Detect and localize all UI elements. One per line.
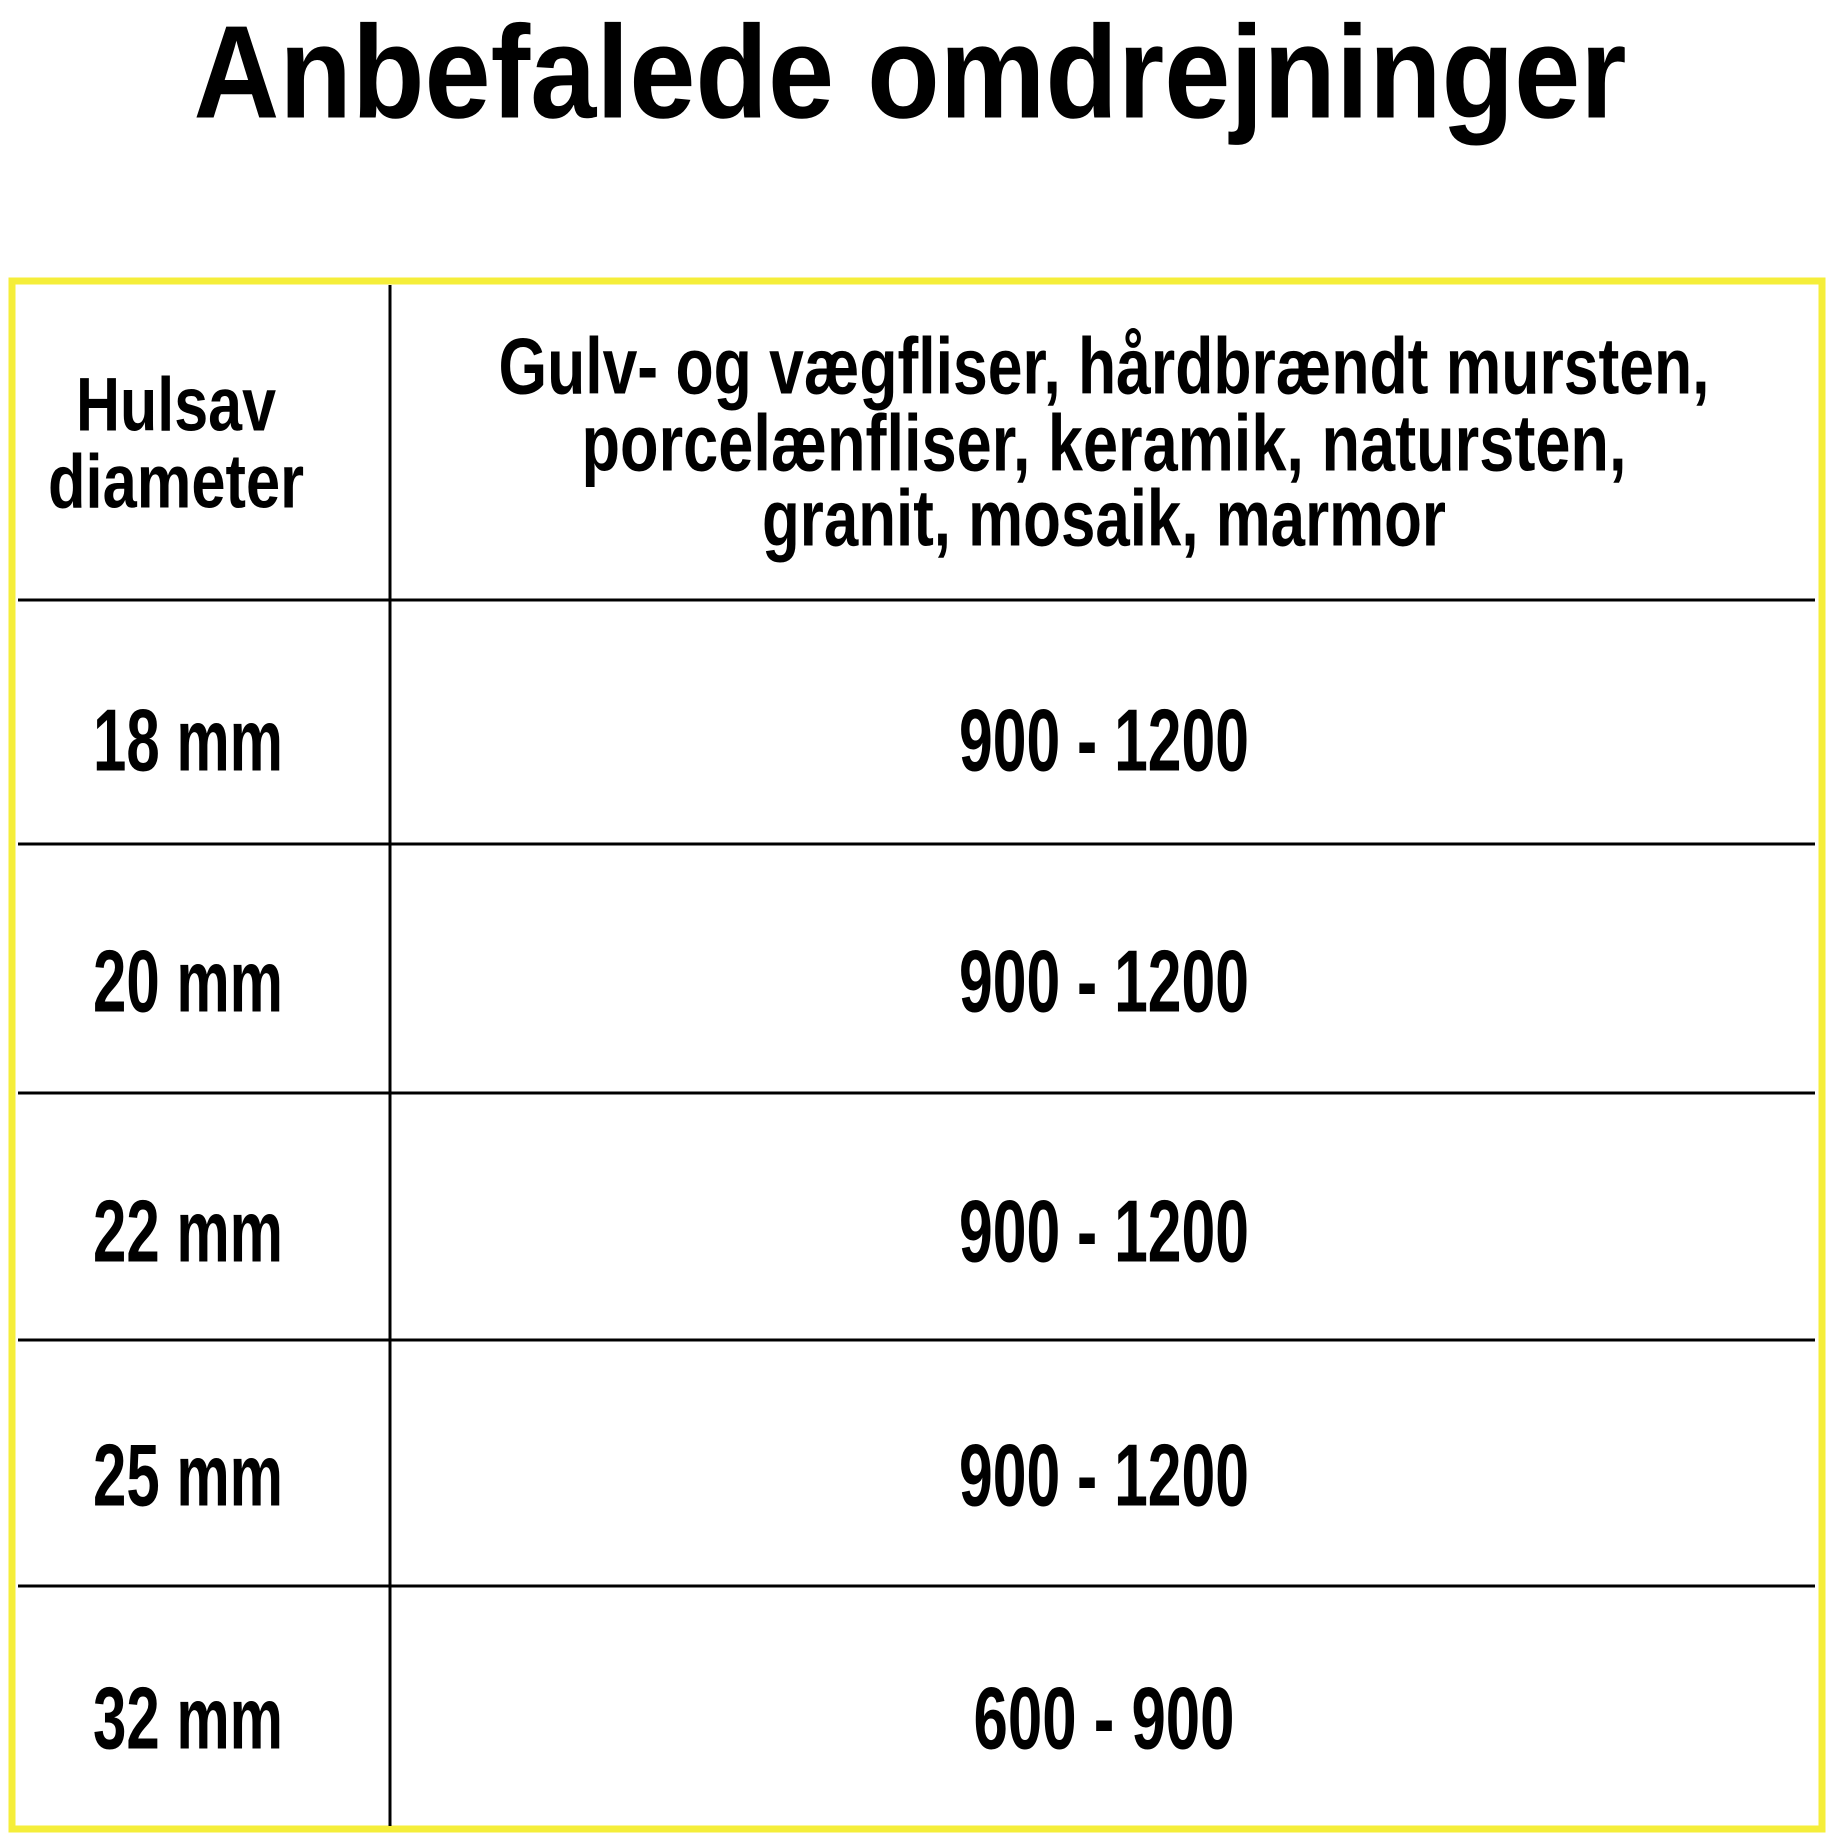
header-cell: Hulsav bbox=[76, 363, 276, 448]
diameter-cell: 22 mm bbox=[93, 1182, 283, 1281]
table-body: 18 mm 900 - 1200 20 mm 900 - 1200 22 mm 900 -… bbox=[93, 691, 1249, 1768]
diameter-cell: 18 mm bbox=[93, 691, 283, 790]
diameter-cell: 20 mm bbox=[93, 932, 283, 1031]
diameter-cell: 25 mm bbox=[93, 1426, 283, 1525]
header-cell: granit, mosaik, marmor bbox=[762, 474, 1446, 563]
title: Anbefalede omdrejninger bbox=[194, 0, 1627, 146]
rpm-cell: 900 - 1200 bbox=[959, 932, 1249, 1031]
rpm-cell: 900 - 1200 bbox=[959, 691, 1249, 790]
rpm-cell: 900 - 1200 bbox=[959, 1426, 1249, 1525]
diameter-cell: 32 mm bbox=[93, 1669, 283, 1768]
header-cell: diameter bbox=[48, 440, 304, 525]
header-cell: Gulv- og vægfliser, hårdbrændt mursten, bbox=[499, 322, 1710, 411]
rpm-cell: 600 - 900 bbox=[974, 1669, 1235, 1768]
rpm-cell: 900 - 1200 bbox=[959, 1182, 1249, 1281]
table-border bbox=[8, 277, 1826, 1833]
header-cell: porcelænfliser, keramik, natursten, bbox=[582, 399, 1627, 488]
